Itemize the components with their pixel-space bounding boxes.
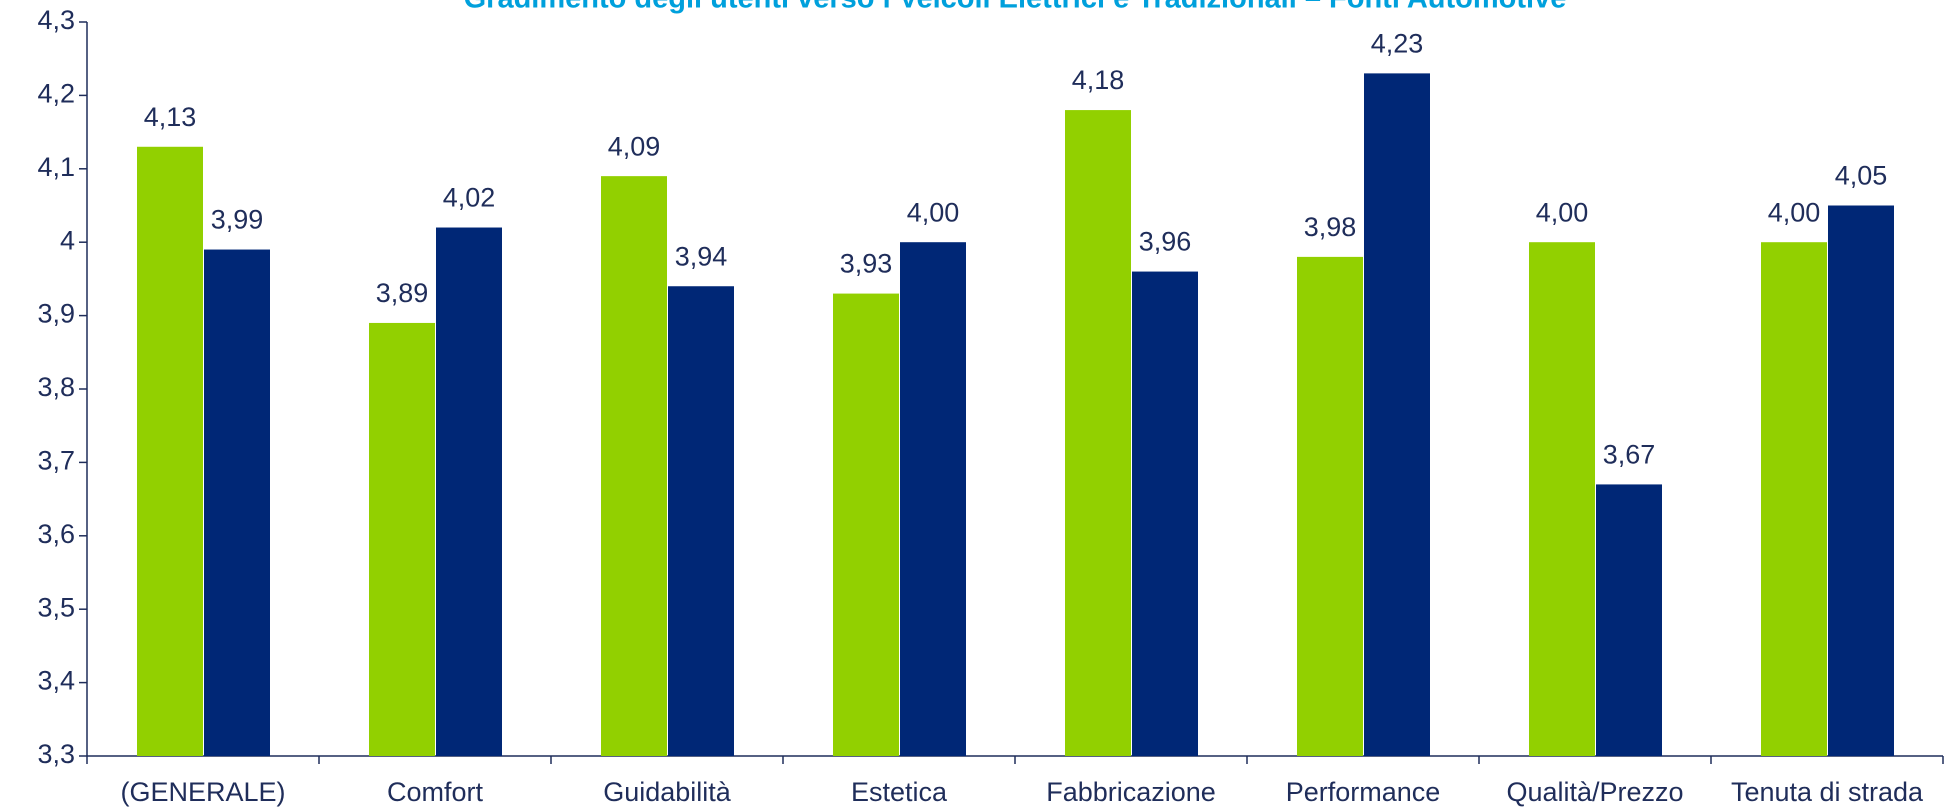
bar	[436, 227, 502, 756]
value-label: 3,94	[675, 241, 728, 271]
bar	[204, 249, 270, 757]
value-label: 4,23	[1371, 29, 1424, 59]
x-tick-label: (GENERALE)	[120, 777, 285, 807]
value-label: 3,96	[1139, 227, 1192, 257]
value-label: 4,05	[1835, 161, 1888, 191]
value-label: 4,18	[1072, 65, 1125, 95]
value-label: 4,00	[907, 197, 960, 227]
y-tick-label: 3,3	[37, 739, 75, 769]
bar	[1297, 256, 1363, 756]
x-tick-label: Guidabilità	[603, 777, 732, 807]
y-tick-label: 4,1	[37, 152, 75, 182]
y-tick-label: 4	[60, 225, 75, 255]
chart-title: Gradimento degli utenti verso i Veicoli …	[464, 0, 1567, 15]
bar	[1529, 242, 1595, 756]
y-tick-label: 3,8	[37, 372, 75, 402]
value-label: 4,00	[1768, 197, 1821, 227]
bar	[1364, 73, 1430, 756]
bar	[369, 322, 435, 756]
y-tick-label: 3,9	[37, 299, 75, 329]
value-label: 3,89	[376, 278, 429, 308]
value-label: 3,93	[840, 249, 893, 279]
bar	[668, 286, 734, 756]
y-tick-label: 3,4	[37, 666, 75, 696]
bar	[1132, 271, 1198, 756]
value-label: 4,02	[443, 183, 496, 213]
bar	[601, 176, 667, 756]
bar	[900, 242, 966, 756]
bar	[833, 293, 899, 756]
bar	[1065, 110, 1131, 756]
value-label: 3,99	[211, 205, 264, 235]
value-label: 3,67	[1603, 440, 1656, 470]
x-tick-label: Tenuta di strada	[1731, 777, 1924, 807]
bar	[1828, 205, 1894, 756]
bar	[1596, 484, 1662, 756]
value-label: 3,98	[1304, 212, 1357, 242]
x-tick-label: Qualità/Prezzo	[1506, 777, 1683, 807]
y-tick-label: 4,3	[37, 5, 75, 35]
y-tick-label: 4,2	[37, 79, 75, 109]
y-tick-label: 3,5	[37, 592, 75, 622]
y-tick-label: 3,7	[37, 446, 75, 476]
value-label: 4,00	[1536, 197, 1589, 227]
value-label: 4,09	[608, 131, 661, 161]
bar	[1761, 242, 1827, 756]
bar	[137, 146, 203, 756]
y-tick-label: 3,6	[37, 519, 75, 549]
value-label: 4,13	[144, 102, 197, 132]
x-tick-label: Performance	[1286, 777, 1441, 807]
x-tick-label: Estetica	[851, 777, 948, 807]
x-tick-label: Fabbricazione	[1046, 777, 1216, 807]
x-tick-label: Comfort	[387, 777, 484, 807]
